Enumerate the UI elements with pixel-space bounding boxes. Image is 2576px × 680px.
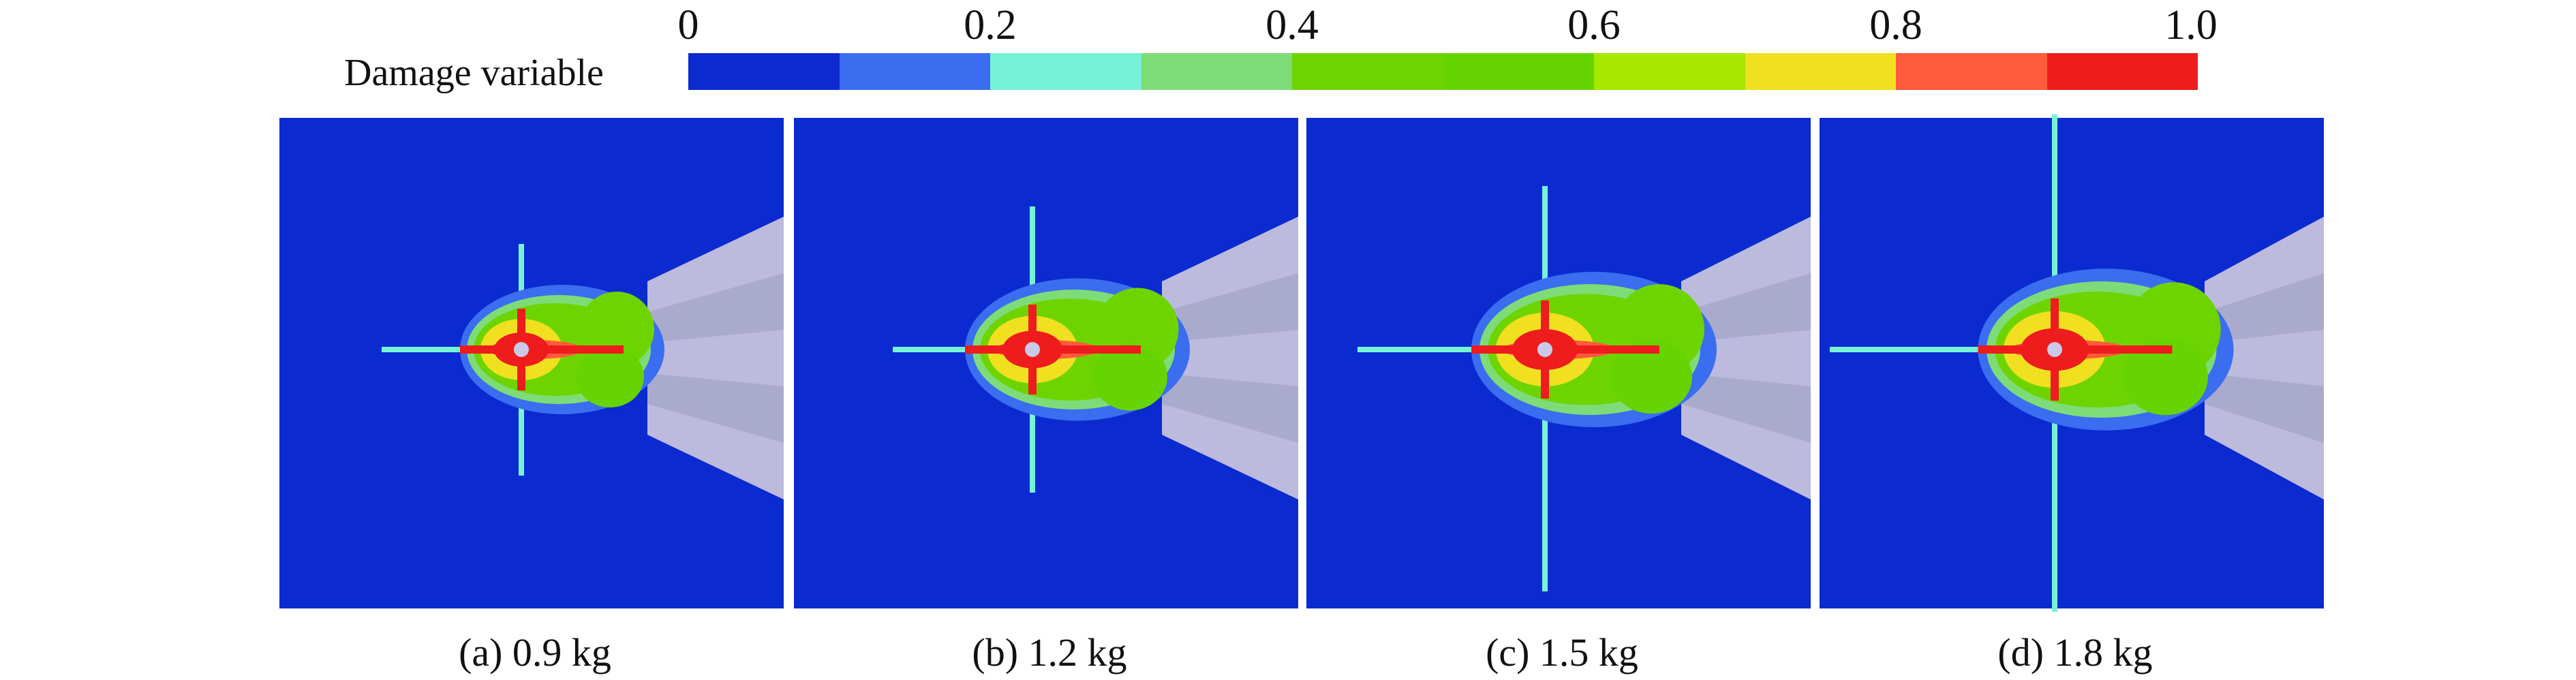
color-bar-segment [1896,53,2047,90]
damage-contour-plot-c [1306,118,1811,608]
damage-streak-horizontal [460,345,624,354]
damage-zone-lobe [1610,340,1692,414]
damage-streak-horizontal [1471,345,1659,354]
charge-region-band [1162,373,1298,443]
charge-region-band [1162,330,1298,386]
legend-tick-0: 0 [677,2,699,48]
color-bar-segment [1443,53,1594,90]
color-bar-segment [1594,53,1745,90]
charge-region-band [2205,373,2324,443]
legend-tick-1: 0.2 [964,2,1017,48]
charge-region-band [647,373,784,443]
horizontal-crack [382,347,521,352]
color-bar-segment [1292,53,1443,90]
color-bar-segment [2046,53,2198,90]
charge-region-band [2205,330,2324,386]
panel-b: (b) 1.2 kg [791,114,1308,680]
damage-streak-horizontal [1978,345,2173,354]
charge-region-band [2205,217,2324,312]
color-bar-segment [1141,53,1292,90]
charge-region-band [1681,273,1811,343]
charge-region-band [2205,404,2324,499]
color-bar-segment [839,53,990,90]
horizontal-crack [1358,347,1545,352]
damage-legend: Damage variable 0 0.2 0.4 0.6 0.8 1.0 [0,0,2576,102]
charge-region-band [647,330,784,386]
panel-caption: (b) 1.2 kg [972,630,1127,675]
blast-hole [514,342,529,357]
legend-tick-4: 0.8 [1869,2,1922,48]
panel-caption: (d) 1.8 kg [1997,630,2153,675]
charge-region-band [647,404,784,499]
color-bar-segment [990,53,1141,90]
charge-region-band [1162,273,1298,343]
legend-tick-3: 0.6 [1567,2,1621,48]
panel-caption: (a) 0.9 kg [459,630,611,675]
color-bar [688,53,2198,90]
panel-caption: (c) 1.5 kg [1486,630,1638,675]
damage-zone-lobe [576,346,644,407]
panel-d: (d) 1.8 kg [1816,114,2334,680]
damage-contour-plot-a [279,118,784,608]
charge-region-band [2205,273,2324,343]
charge-region-band [1162,404,1298,499]
color-bar-segment [688,53,840,90]
charge-region-band [647,217,784,312]
charge-region-band [1681,217,1811,312]
damage-streak-horizontal [965,345,1141,354]
blast-hole [1025,342,1040,357]
panel-a: (a) 0.9 kg [276,114,794,680]
legend-tick-2: 0.4 [1266,2,1319,48]
blast-hole [1537,342,1552,357]
damage-contour-plot-d [1820,114,2324,612]
charge-region-band [1162,217,1298,312]
horizontal-crack [1830,347,2055,352]
charge-region-band [1681,404,1811,499]
legend-title: Damage variable [344,52,604,94]
damage-zone-lobe [2123,338,2208,416]
horizontal-crack [893,347,1032,352]
color-bar-segment [1745,53,1896,90]
charge-region-band [647,273,784,343]
damage-contour-plot-b [794,118,1298,608]
damage-zone-lobe [1092,343,1167,411]
charge-region-band [1681,373,1811,443]
legend-tick-5: 1.0 [2164,2,2218,48]
panel-c: (c) 1.5 kg [1303,114,1821,680]
blast-hole [2047,342,2062,357]
